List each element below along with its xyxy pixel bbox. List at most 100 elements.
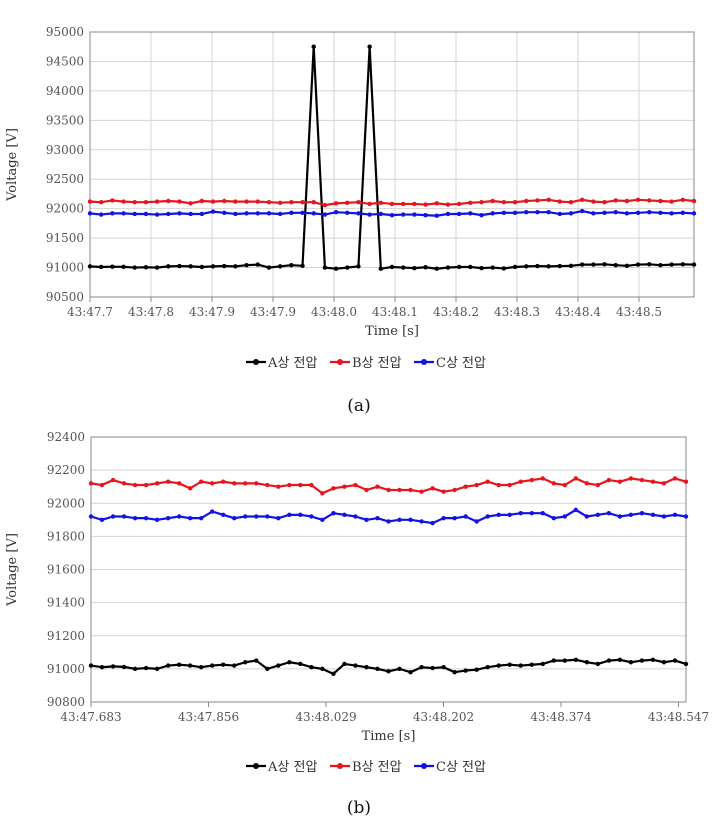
chart-a-series-2-point bbox=[154, 199, 160, 204]
chart-a-series-3-point bbox=[691, 211, 697, 216]
chart-b-series-2-point bbox=[198, 479, 204, 484]
chart-a-series-3-point bbox=[289, 210, 294, 215]
chart-a-series-1-point bbox=[680, 262, 686, 267]
chart-b-series-3-point bbox=[441, 515, 446, 521]
chart-b-series-1-point bbox=[364, 665, 369, 670]
chart-a-series-3-point bbox=[591, 211, 596, 216]
chart-b-legend-marker-2 bbox=[337, 763, 343, 769]
chart-a-series-3-point bbox=[658, 210, 663, 215]
chart-b-series-1-point bbox=[540, 661, 545, 667]
chart-a-series-2-point bbox=[210, 199, 216, 204]
chart-a-x-axis-title: Time [s] bbox=[365, 324, 419, 339]
chart-a-series-2-point bbox=[289, 199, 294, 205]
chart-b-series-1-point bbox=[342, 661, 347, 667]
chart-b-svg: 90800 91000 91200 91400 91600 91800 92000 92200… bbox=[5, 430, 709, 775]
chart-a-series-1-point bbox=[121, 264, 126, 270]
chart-b-series-1-point bbox=[375, 666, 380, 672]
chart-b-series-1-point bbox=[265, 666, 270, 672]
chart-b-series-3-point bbox=[573, 507, 579, 513]
chart-b-series-1-point bbox=[243, 660, 248, 665]
chart-b-x-tick-label: 43:47.683 bbox=[60, 710, 121, 724]
chart-b-x-tick-label: 43:48.374 bbox=[530, 710, 592, 724]
chart-b-series-2-point bbox=[661, 481, 667, 486]
chart-b-series-3-point bbox=[672, 512, 678, 518]
chart-a-series-1-point bbox=[400, 265, 406, 270]
chart-b-series-2-point bbox=[121, 481, 127, 486]
chart-a-series-3-point bbox=[579, 208, 585, 214]
chart-b-series-3-point bbox=[540, 510, 545, 516]
chart-b-series-1-point bbox=[143, 665, 149, 671]
chart-a-series-1-point bbox=[345, 265, 350, 270]
chart-b-series-2-point bbox=[474, 482, 479, 488]
chart-a-series-1-point bbox=[177, 263, 182, 269]
chart-b-series-3-point bbox=[110, 514, 116, 519]
chart-b-series-1-point bbox=[584, 660, 590, 665]
chart-a-series-2-point bbox=[613, 198, 618, 203]
chart-b-series-1-point bbox=[132, 666, 138, 672]
chart-a-series-3-point bbox=[635, 210, 641, 215]
chart-b-series-3-point bbox=[88, 514, 94, 519]
chart-b-series-1-point bbox=[617, 657, 623, 662]
chart-b-series-2-point bbox=[595, 482, 601, 488]
chart-a-series-3-point bbox=[423, 212, 428, 218]
chart-a-legend-marker-2 bbox=[337, 359, 343, 365]
chart-b-series-1-point bbox=[639, 658, 645, 663]
chart-b-series-3-point bbox=[419, 519, 424, 524]
chart-a-series-1-point bbox=[300, 263, 305, 268]
chart-a-series-1-point bbox=[557, 263, 562, 269]
chart-b-series-3-point bbox=[121, 514, 127, 519]
chart-a-series-2-point bbox=[647, 198, 652, 203]
chart-b-series-1-point bbox=[165, 663, 171, 668]
chart-a-series-3-point bbox=[188, 211, 193, 217]
chart-b-series-2-point bbox=[639, 477, 645, 483]
chart-a: 90500 91000 91500 92000 92500 93000 93500 94000… bbox=[0, 0, 718, 380]
chart-b-x-tick-label: 43:48.029 bbox=[295, 710, 356, 724]
chart-a-series-1-point bbox=[110, 264, 115, 269]
chart-b-series-1-point bbox=[287, 660, 292, 665]
chart-b-series-3-point bbox=[617, 514, 623, 519]
chart-a-series-3-point bbox=[300, 210, 305, 215]
chart-a-y-tick-label: 93000 bbox=[46, 143, 84, 157]
chart-b-y-axis-title: Voltage [V] bbox=[5, 533, 20, 607]
chart-b-series-3-point bbox=[331, 510, 336, 516]
chart-a-x-tick-label: 43:48.4 bbox=[555, 305, 601, 319]
chart-a-series-1-point bbox=[255, 262, 260, 267]
chart-a-series-2-point bbox=[177, 199, 182, 204]
chart-a-series-3-point bbox=[389, 212, 395, 218]
chart-b-series-3-point bbox=[474, 519, 479, 524]
chart-a-series-3-point bbox=[535, 210, 540, 215]
chart-a-series-3-point bbox=[266, 211, 272, 216]
chart-a-series-2-point bbox=[546, 197, 551, 203]
chart-b-x-axis-title: Time [s] bbox=[362, 729, 416, 744]
chart-b-series-1-point bbox=[276, 663, 281, 668]
chart-a-series-2-point bbox=[132, 199, 137, 205]
chart-b-legend-label-1: A상 전압 bbox=[267, 760, 317, 775]
chart-b-series-1-point bbox=[221, 662, 226, 667]
chart-b-series-1-point bbox=[397, 666, 402, 672]
chart-a-legend-marker-1 bbox=[253, 359, 259, 365]
chart-a-y-tick-label: 91000 bbox=[46, 261, 84, 275]
chart-a-x-tick-label: 43:48.2 bbox=[433, 305, 479, 319]
chart-a-series-2-point bbox=[311, 199, 316, 205]
chart-b-series-2-point bbox=[617, 479, 623, 484]
chart-a-series-3-point bbox=[445, 211, 451, 217]
chart-b-series-3-point bbox=[221, 512, 226, 518]
chart-b-series-3-point bbox=[243, 514, 248, 519]
chart-a-series-1-point bbox=[490, 265, 495, 270]
chart-a-series-1-point bbox=[423, 265, 428, 270]
chart-a-series-2-point bbox=[456, 201, 462, 207]
chart-b-series-1-point bbox=[474, 667, 479, 672]
chart-a-series-3-point bbox=[322, 212, 328, 217]
chart-a-series-1-point bbox=[98, 264, 104, 270]
chart-b-series-1-point bbox=[320, 666, 325, 672]
chart-a-series-2-point bbox=[98, 199, 104, 205]
chart-a-series-3-point bbox=[311, 211, 316, 216]
chart-b-series-1-point bbox=[650, 657, 656, 662]
chart-a-series-2-point bbox=[389, 201, 395, 207]
chart-a-series-3-point bbox=[400, 212, 406, 217]
chart-b-series-3-point bbox=[661, 514, 667, 519]
chart-b-x-tick-label: 43:48.202 bbox=[413, 710, 474, 724]
chart-a-series-2-point bbox=[367, 201, 372, 207]
chart-a-series-2-point bbox=[501, 199, 507, 205]
chart-a-series-3-point bbox=[255, 211, 260, 216]
